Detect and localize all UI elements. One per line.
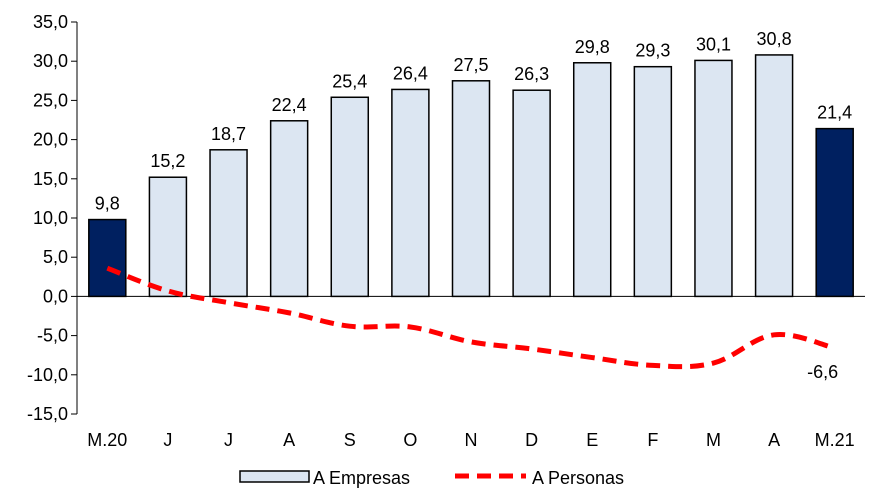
x-tick-label: S <box>344 430 356 450</box>
bar <box>330 96 370 298</box>
bar-data-labels: 9,8 15,2 18,7 22,4 25,4 26,4 27,5 26,3 29,8 29,3 3… <box>95 29 852 214</box>
bar-data-label: 27,5 <box>453 55 488 75</box>
bar-data-label: 9,8 <box>95 194 120 214</box>
legend-swatch-a-empresas <box>239 470 310 483</box>
y-tick-label: -5,0 <box>37 326 68 346</box>
bar <box>815 127 854 298</box>
y-tick-label: 5,0 <box>43 247 68 267</box>
bar <box>572 62 612 298</box>
bar <box>148 176 188 298</box>
bar-data-label: 26,3 <box>514 64 549 84</box>
legend-label-a-personas: A Personas <box>532 468 624 488</box>
x-tick-label: A <box>768 430 780 450</box>
line-a-personas <box>106 265 836 370</box>
x-tick-label: M <box>706 430 721 450</box>
line-series-a-personas: -6,6 <box>106 265 838 382</box>
y-tick-label: 0,0 <box>43 286 68 306</box>
y-tick-label: 30,0 <box>33 51 68 71</box>
y-tick-label: 20,0 <box>33 130 68 150</box>
bar <box>512 89 551 298</box>
bar <box>694 59 733 298</box>
y-tick-label: -15,0 <box>27 404 68 424</box>
x-tick-label: D <box>525 430 538 450</box>
x-tick-label: F <box>647 430 658 450</box>
x-tick-label: E <box>586 430 598 450</box>
bar <box>451 80 491 298</box>
y-tick-label: 35,0 <box>33 12 68 32</box>
line-end-label: -6,6 <box>807 362 838 382</box>
bar <box>88 218 127 298</box>
bar-data-label: 26,4 <box>393 63 428 83</box>
bar-data-label: 29,3 <box>635 41 670 61</box>
bar-data-label: 22,4 <box>272 95 307 115</box>
x-axis-tick-labels: M.20 J J A S O N D E F M A M.21 <box>87 430 854 450</box>
bar <box>633 65 673 298</box>
x-tick-label: J <box>163 430 172 450</box>
bar-series-a-empresas <box>88 54 854 298</box>
x-tick-label: A <box>283 430 295 450</box>
y-tick-label: 10,0 <box>33 208 68 228</box>
y-axis: -15,0 -10,0 -5,0 0,0 5,0 10,0 15,0 20,0 25,0 30,0… <box>27 12 78 424</box>
bar <box>754 54 794 298</box>
bar-data-label: 30,1 <box>696 34 731 54</box>
bar <box>391 88 430 298</box>
legend-label-a-empresas: A Empresas <box>313 468 410 488</box>
y-tick-label: -10,0 <box>27 365 68 385</box>
bar <box>269 120 309 298</box>
x-tick-label: O <box>403 430 417 450</box>
x-tick-label: M.20 <box>87 430 127 450</box>
x-tick-label: M.21 <box>815 430 855 450</box>
bar-data-label: 18,7 <box>211 124 246 144</box>
x-tick-label: N <box>465 430 478 450</box>
bar-data-label: 29,8 <box>575 37 610 57</box>
x-tick-label: J <box>224 430 233 450</box>
bar-data-label: 25,4 <box>332 71 367 91</box>
bar-data-label: 30,8 <box>757 29 792 49</box>
y-tick-label: 15,0 <box>33 169 68 189</box>
bar <box>209 149 248 298</box>
legend: A Empresas A Personas <box>239 468 624 488</box>
y-tick-label: 25,0 <box>33 90 68 110</box>
bar-data-label: 15,2 <box>150 151 185 171</box>
bar-data-label: 21,4 <box>817 103 852 123</box>
